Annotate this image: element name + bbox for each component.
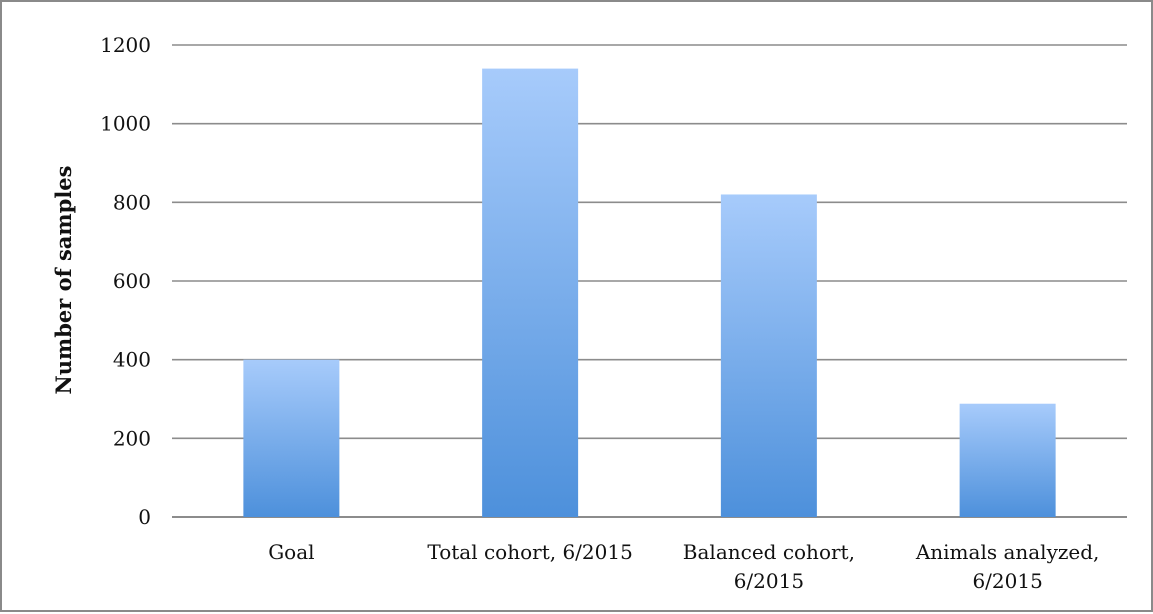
x-category-label: 6/2015 — [734, 569, 804, 593]
x-category-label: Total cohort, 6/2015 — [427, 540, 632, 564]
bar — [243, 359, 340, 517]
x-category-label: Animals analyzed, — [915, 540, 1100, 564]
bars — [243, 68, 1056, 517]
x-category-labels: Goal Total cohort, 6/2015 Balanced cohort,… — [268, 540, 1099, 593]
x-category-label: Balanced cohort, — [683, 540, 855, 564]
y-tick-label: 800 — [113, 190, 151, 214]
y-axis-label: Number of samples — [51, 166, 76, 395]
y-tick-label: 0 — [138, 505, 151, 529]
bar — [482, 68, 579, 517]
x-category-label: 6/2015 — [972, 569, 1042, 593]
x-category-label: Goal — [268, 540, 314, 564]
bar — [959, 403, 1056, 517]
bar — [720, 194, 817, 517]
y-tick-label: 200 — [113, 426, 151, 450]
y-tick-label: 400 — [113, 348, 151, 372]
y-tick-label: 600 — [113, 269, 151, 293]
y-tick-label: 1000 — [100, 112, 151, 136]
y-tick-label: 1200 — [100, 33, 151, 57]
y-tick-labels: 0 200 400 600 800 1000 1200 — [100, 33, 151, 529]
